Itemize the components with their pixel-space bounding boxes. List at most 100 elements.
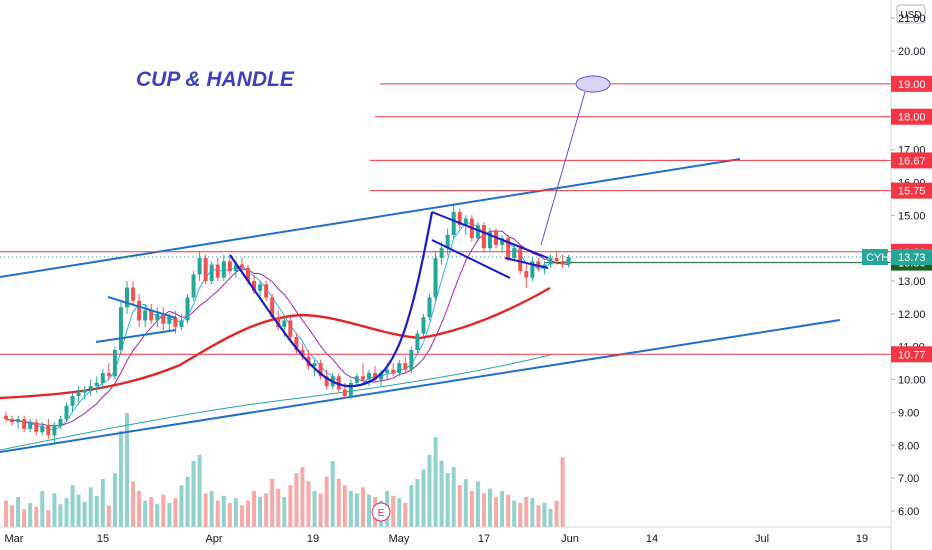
y-tick-label: 9.00 xyxy=(898,407,919,419)
y-tick-label: 10.00 xyxy=(898,375,926,387)
volume-bar xyxy=(391,495,396,527)
candle-body xyxy=(40,425,45,433)
y-tick-label: 20.00 xyxy=(898,46,926,58)
candle-body xyxy=(149,310,154,321)
volume-bar xyxy=(106,505,111,527)
volume-bar xyxy=(318,493,323,527)
candle-body xyxy=(215,264,220,278)
earnings-marker-label: E xyxy=(378,508,385,519)
volume-bar xyxy=(530,498,535,527)
flag-lower-line xyxy=(95,329,177,343)
earnings-marker-icon[interactable] xyxy=(371,502,391,522)
x-tick-label: Jun xyxy=(561,533,579,545)
candle-body xyxy=(252,281,257,291)
volume-bar xyxy=(203,493,208,527)
volume-bar xyxy=(22,509,27,527)
currency-box[interactable] xyxy=(896,4,926,24)
volume-bar xyxy=(294,473,299,527)
candle-body xyxy=(100,373,105,383)
volume-bar xyxy=(548,509,553,527)
price-tag-label: 16.67 xyxy=(898,155,926,167)
candle-body xyxy=(488,231,492,249)
volume-bar xyxy=(415,479,420,527)
price-tag-label: 18.00 xyxy=(898,112,926,124)
x-axis-ticks: Mar 15 Apr 19 May 17 Jun 14 Jul 19 xyxy=(5,533,869,545)
candle-body xyxy=(506,238,511,258)
candle-body xyxy=(475,225,480,239)
volume-bar xyxy=(397,498,402,527)
x-tick-label: 17 xyxy=(478,533,490,545)
candle-body xyxy=(10,419,15,423)
candle-body xyxy=(106,373,111,377)
moving-averages xyxy=(0,222,569,451)
volume-bar xyxy=(173,498,178,527)
x-tick-label: Apr xyxy=(205,533,222,545)
candle-body xyxy=(70,396,75,406)
volume-bar xyxy=(312,491,317,527)
volume-bar xyxy=(131,481,136,527)
candle-body xyxy=(282,320,287,327)
flag-upper-line xyxy=(107,296,177,319)
candle-body xyxy=(385,369,390,373)
volume-bar xyxy=(512,500,517,527)
candle-body xyxy=(409,350,414,370)
volume-bar xyxy=(10,505,15,527)
candle-body xyxy=(560,261,565,265)
candle-body xyxy=(239,264,244,268)
volume-bar xyxy=(457,485,462,527)
handle-upper-line xyxy=(431,211,549,259)
candle-body xyxy=(264,284,269,298)
volume-bar xyxy=(58,504,63,527)
candle-body xyxy=(451,212,456,235)
volume-bar xyxy=(155,504,160,527)
candle-body xyxy=(233,264,238,272)
volume-bar xyxy=(197,455,202,527)
candle-body xyxy=(457,212,462,226)
volume-bar xyxy=(215,500,220,527)
volume-bar xyxy=(494,497,499,527)
candle-body xyxy=(373,373,378,380)
price-tag-label: 10.77 xyxy=(898,349,926,361)
candles xyxy=(4,205,571,446)
volume-bar xyxy=(143,500,148,527)
candle-body xyxy=(52,425,57,436)
ma-long-line xyxy=(0,286,551,400)
volume-bar xyxy=(306,481,311,527)
candle-body xyxy=(137,300,142,321)
x-tick-label: 15 xyxy=(97,533,109,545)
volume-bar xyxy=(324,476,329,527)
candle-body xyxy=(143,310,148,321)
candle-body xyxy=(445,235,450,249)
candle-body xyxy=(403,363,408,370)
candle-body xyxy=(348,382,353,396)
volume-bar xyxy=(88,487,93,527)
volume-bar xyxy=(276,488,281,527)
candle-body xyxy=(463,218,468,226)
candle-body xyxy=(167,317,172,324)
volume-bar xyxy=(421,469,426,527)
volume-bar xyxy=(475,481,480,527)
volume-bar xyxy=(179,485,184,527)
candle-body xyxy=(294,336,299,350)
y-tick-label: 21.00 xyxy=(898,13,926,25)
volume-bar xyxy=(542,503,547,527)
volume-bar xyxy=(270,479,275,527)
volume-bars xyxy=(4,413,565,527)
volume-bar xyxy=(330,461,335,527)
candle-body xyxy=(94,382,99,387)
x-tick-label: Mar xyxy=(5,533,24,545)
volume-bar xyxy=(427,455,432,527)
candle-body xyxy=(22,419,27,429)
volume-bar xyxy=(518,503,523,527)
volume-bar xyxy=(282,497,287,527)
candle-body xyxy=(34,422,39,433)
volume-bar xyxy=(342,485,347,527)
volume-bar xyxy=(227,503,232,527)
volume-bar xyxy=(70,485,75,527)
candle-body xyxy=(354,376,359,383)
volume-bar xyxy=(125,413,129,527)
candle-body xyxy=(203,258,208,281)
candle-body xyxy=(530,261,535,278)
candle-body xyxy=(125,287,129,308)
